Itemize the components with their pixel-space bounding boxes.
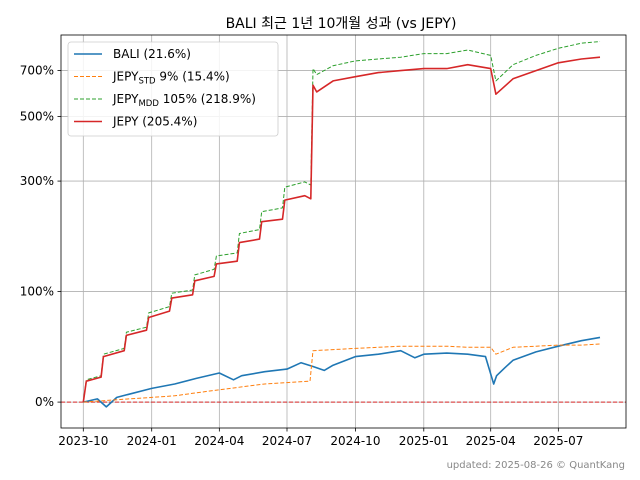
chart-title: BALI 최근 1년 10개월 성과 (vs JEPY)	[226, 16, 457, 32]
legend-label: JEPYSTD 9% (15.4%)	[112, 70, 230, 87]
y-tick-label: 100%	[20, 285, 54, 299]
y-tick-label: 300%	[20, 174, 54, 188]
series-line	[83, 336, 601, 408]
legend-label: JEPYMDD 105% (218.9%)	[112, 92, 256, 109]
legend-label-base: JEPY	[112, 70, 139, 84]
legend-label-subscript: STD	[138, 77, 156, 87]
x-tick-label: 2024-04	[194, 434, 244, 448]
series-line	[83, 343, 601, 403]
x-tick-label: 2023-10	[58, 434, 108, 448]
series-line	[82, 56, 601, 403]
legend-label-base: JEPY	[112, 115, 139, 129]
x-tick-label: 2025-01	[399, 434, 449, 448]
series-lines	[82, 41, 601, 408]
plot-frame	[60, 34, 627, 429]
legend-label-base: JEPY	[112, 92, 139, 106]
legend-label: BALI (21.6%)	[113, 47, 191, 61]
y-tick-label: 700%	[20, 64, 54, 78]
legend-label-base: BALI	[113, 47, 140, 61]
x-tick-label: 2025-07	[533, 434, 583, 448]
legend-label: JEPY (205.4%)	[112, 115, 197, 129]
x-tick-label: 2024-10	[330, 434, 380, 448]
x-tick-label: 2024-07	[262, 434, 312, 448]
y-tick-label: 500%	[20, 109, 54, 123]
x-axis: 2023-10 2024-01 2024-04 2024-07 2024-10 2025-…	[58, 428, 583, 448]
legend-box	[67, 41, 279, 137]
legend-label-rest: (21.6%)	[140, 47, 191, 61]
legend-label-rest: 105% (218.9%)	[159, 92, 256, 106]
legend-label-rest: 9% (15.4%)	[156, 70, 230, 84]
y-tick-label: 0%	[35, 395, 54, 409]
x-tick-label: 2025-04	[466, 434, 516, 448]
footnote: updated: 2025-08-26 © QuantKang	[447, 460, 625, 471]
legend-label-rest: (205.4%)	[138, 115, 197, 129]
legend: BALI (21.6%)JEPYSTD 9% (15.4%)JEPYMDD 10…	[67, 41, 279, 137]
legend-label-subscript: MDD	[138, 99, 159, 109]
y-axis: 0% 100% 300% 500% 700%	[20, 64, 61, 409]
x-tick-label: 2024-01	[127, 434, 177, 448]
